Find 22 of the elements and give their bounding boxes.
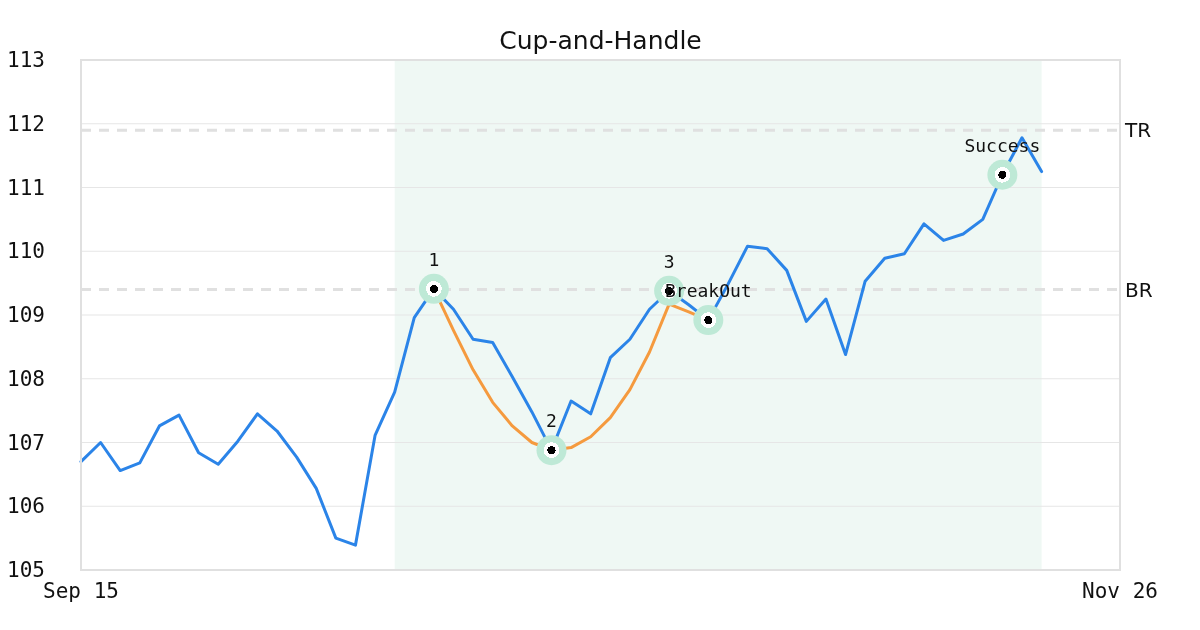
x-tick-label: Sep 15 bbox=[43, 579, 119, 603]
chart-title: Cup-and-Handle bbox=[499, 26, 702, 55]
y-tick-label: 110 bbox=[7, 239, 45, 264]
point bbox=[987, 159, 1018, 190]
point bbox=[418, 273, 449, 304]
ref-line-label: BR bbox=[1125, 277, 1153, 302]
y-tick-label: 111 bbox=[7, 175, 45, 200]
annotation: 2 bbox=[546, 410, 557, 432]
annotation: 3 bbox=[663, 250, 675, 272]
annotation: 1 bbox=[428, 248, 440, 270]
y-tick-label: 105 bbox=[7, 558, 45, 582]
point bbox=[536, 435, 567, 466]
x-tick-label: Nov 26 bbox=[1082, 579, 1158, 603]
line-series bbox=[79, 136, 1044, 547]
y-tick-label: 106 bbox=[7, 494, 45, 519]
ref-line-label: TR bbox=[1124, 118, 1152, 143]
y-tick-label: 109 bbox=[7, 303, 45, 327]
y-tick-label: 108 bbox=[7, 366, 45, 391]
point bbox=[693, 305, 724, 336]
y-tick-label: 113 bbox=[7, 48, 45, 72]
y-tick-label: 112 bbox=[7, 111, 45, 136]
y-tick-label: 107 bbox=[7, 430, 45, 455]
